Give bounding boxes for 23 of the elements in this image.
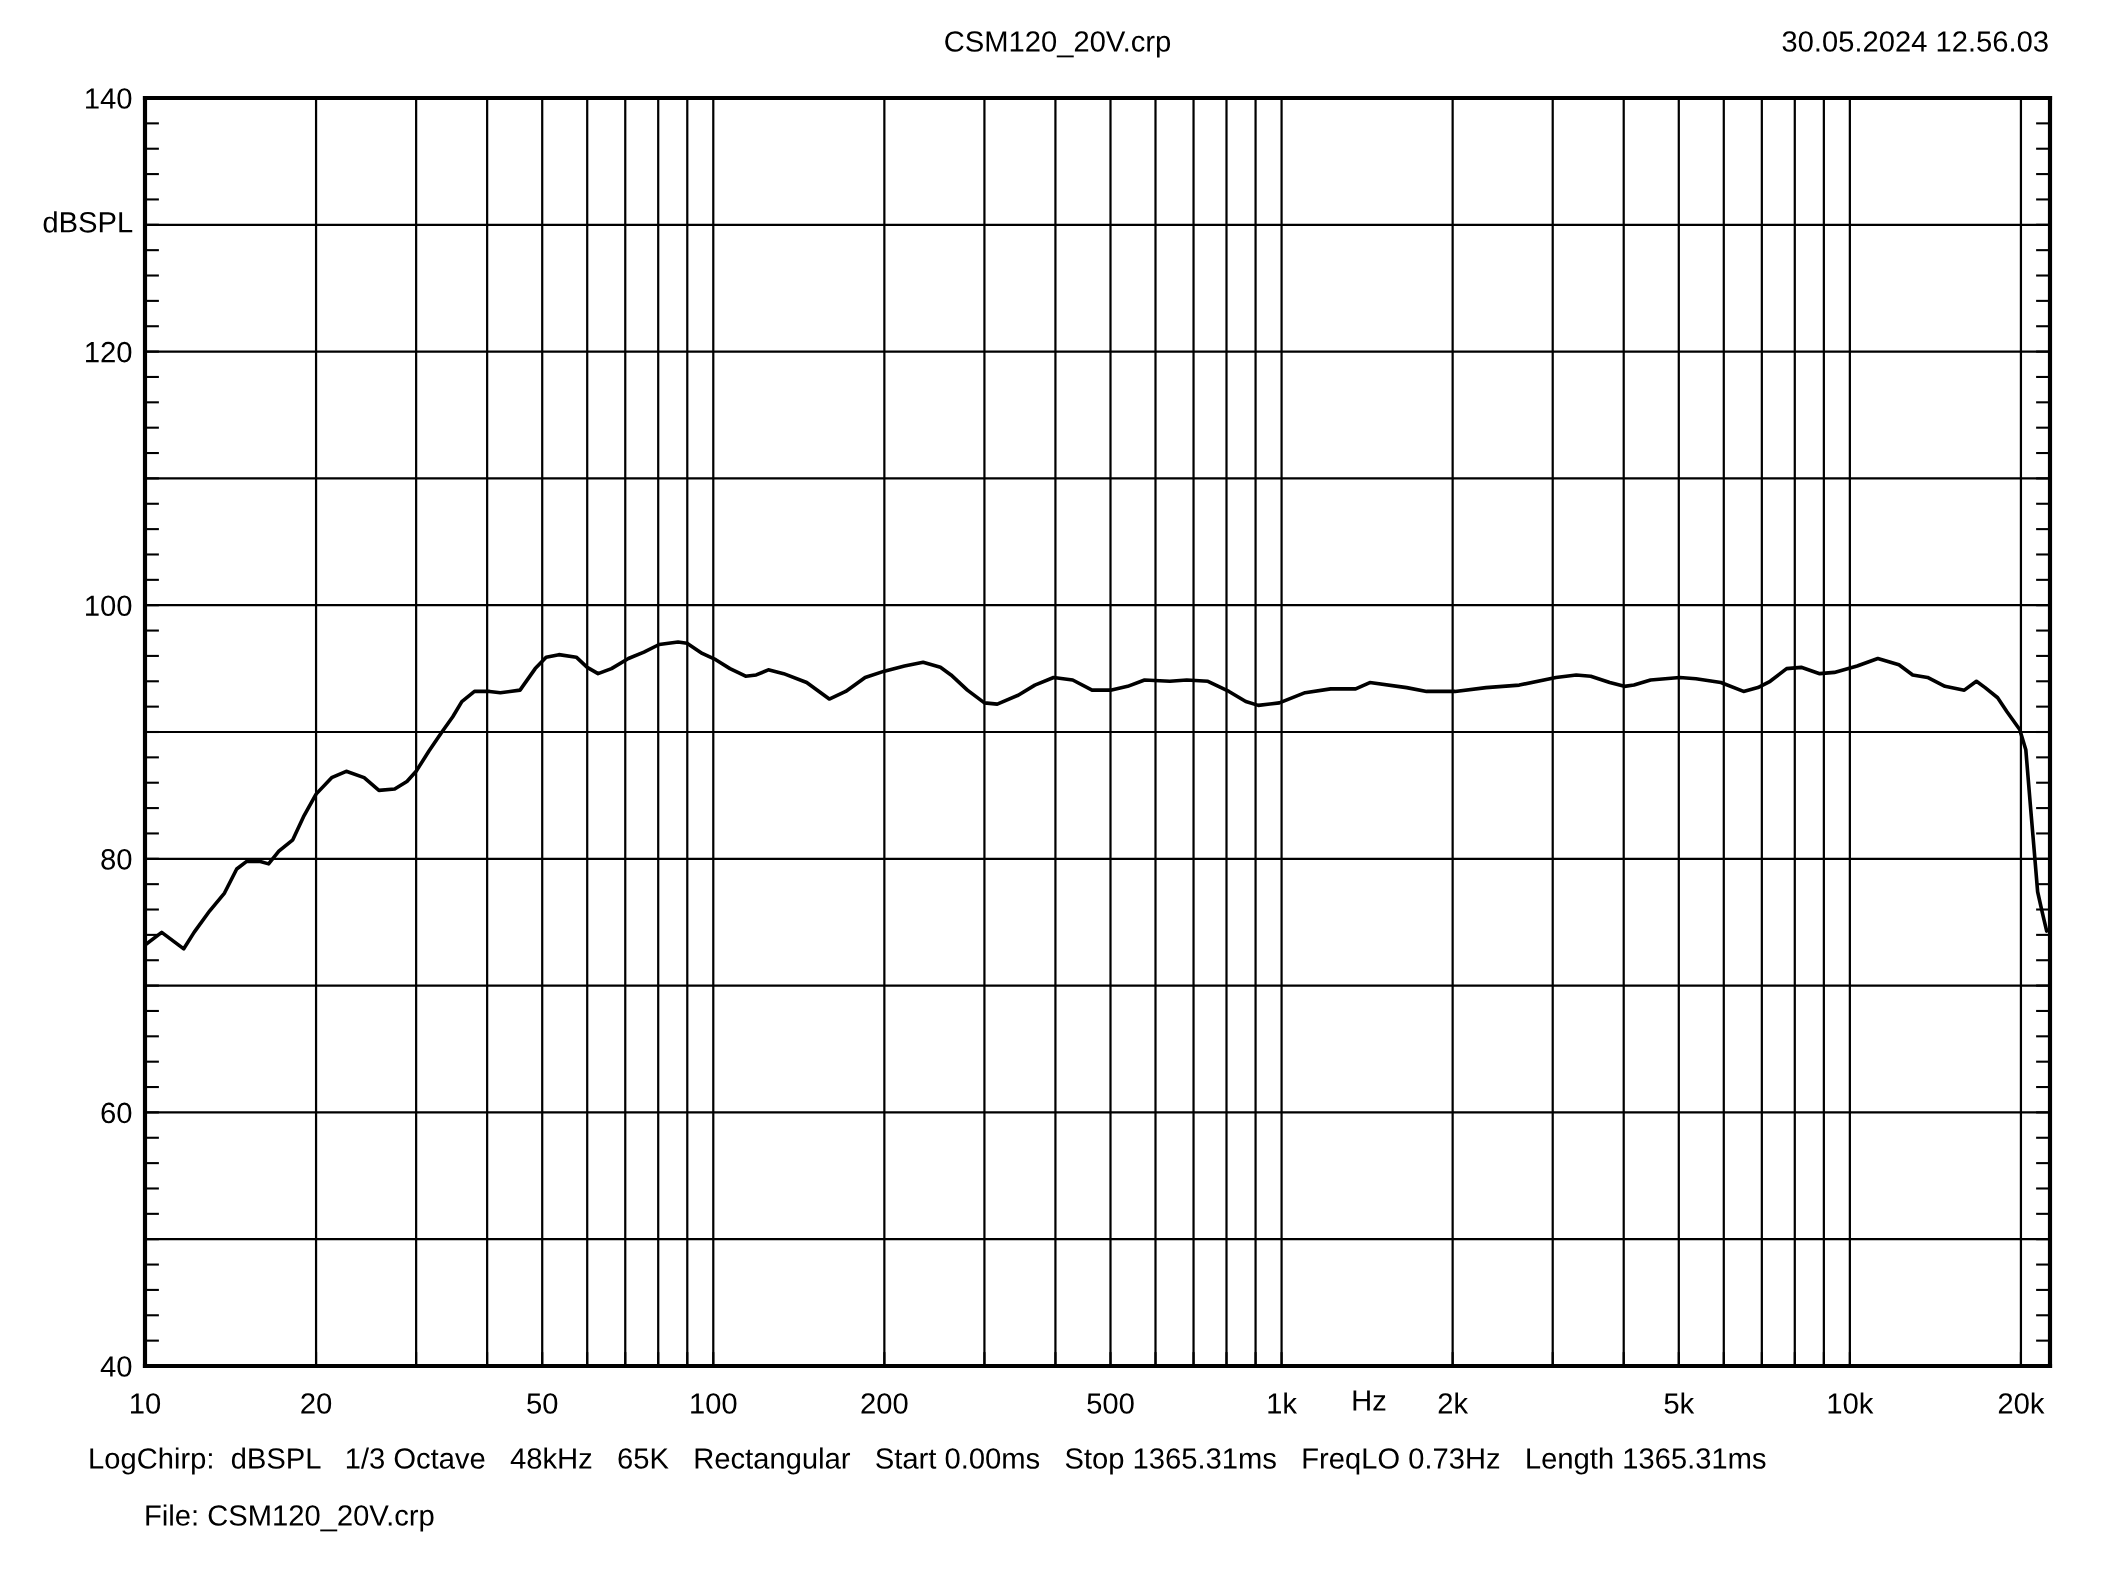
x-tick-label: 20 — [301, 1393, 332, 1414]
x-tick-label: 5k — [1664, 1392, 1695, 1414]
x-tick-label: 1k — [1268, 1392, 1298, 1414]
x-tick-label: 500 — [1087, 1393, 1134, 1414]
y-tick-label: 40 — [100, 1356, 132, 1377]
x-tick-label: 200 — [861, 1393, 908, 1414]
x-tick-label: 2k — [1438, 1392, 1469, 1414]
text: LogChirp: dBSPL 1/3 Octave 48kHz 65K Rectangular Start 0.00ms Stop 1365.31ms FreqLO 0.73Hz Length 1365.31ms — [90, 1447, 1766, 1475]
y-tick-label: 60 — [101, 1102, 132, 1124]
text: File: CSM120_20V.crp — [146, 1504, 434, 1532]
y-tick-label: 80 — [101, 849, 132, 870]
x-tick-label: 10 — [131, 1393, 161, 1414]
y-tick-label: 100 — [86, 595, 132, 617]
y-axis-title: dBSPL — [43, 211, 133, 233]
text: 30.05.2024 12.56.03 — [1782, 31, 2048, 52]
x-tick-label: 50 — [527, 1393, 558, 1414]
x-axis-title: Hz — [1353, 1390, 1386, 1411]
x-tick-label: 20k — [1998, 1392, 2045, 1414]
y-tick-label: 120 — [86, 341, 132, 363]
chart-title: CSM120_20V.crp — [945, 31, 1171, 58]
x-tick-label: 10k — [1828, 1392, 1874, 1414]
y-tick-label: 140 — [86, 88, 132, 109]
x-tick-label: 100 — [691, 1393, 737, 1414]
